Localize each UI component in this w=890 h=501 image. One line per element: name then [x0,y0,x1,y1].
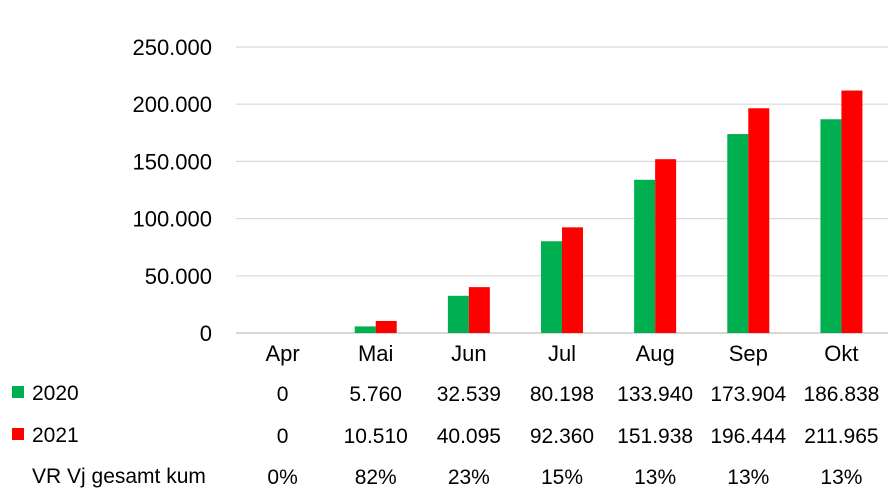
table-cell: 186.838 [803,383,879,406]
bar-2021-Mai [375,320,397,333]
bar-2020-Jul [541,241,562,333]
table-cell: 173.904 [710,383,786,406]
table-cell: 5.760 [349,383,402,406]
y-axis: 0 50.000 100.000 150.000 200.000 250.000 [132,35,212,346]
y-tick-label: 100.000 [132,207,212,232]
table-cell: 10.510 [344,425,408,448]
table-cell: 196.444 [710,425,786,448]
table-cell: 0 [277,425,289,448]
legend-label: 2021 [32,424,79,447]
y-tick-label: 200.000 [132,92,212,117]
x-tick-label: Aug [636,341,675,366]
x-tick-label: Jun [451,341,486,366]
bar-2020-Aug [634,179,656,333]
bar-2021-Sep [748,108,770,333]
y-tick-label: 50.000 [145,264,212,289]
bar-2021-Okt [841,90,863,333]
x-tick-label: Mai [358,341,393,366]
data-table: 2020 0 5.760 32.539 80.198 133.940 173.904 186.… [12,382,879,489]
y-tick-label: 250.000 [132,35,212,60]
table-cell: 13% [727,466,769,489]
table-cell: 92.360 [530,425,594,448]
bar-2021-Aug [655,159,677,333]
bar-2020-Mai [354,326,376,333]
legend-key-2020 [12,386,24,398]
table-cell: 151.938 [617,425,693,448]
bars [354,90,863,333]
x-tick-label: Jul [548,341,576,366]
x-axis: Apr Mai Jun Jul Aug Sep Okt [265,341,858,366]
table-cell: 40.095 [437,425,501,448]
bar-2020-Okt [820,119,842,333]
table-cell: 80.198 [530,383,594,406]
table-cell: 13% [820,466,862,489]
x-tick-label: Okt [824,341,858,366]
table-cell: 32.539 [437,383,501,406]
bar-2020-Jun [447,295,469,333]
bar-2021-Jun [468,287,490,333]
bar-2020-Sep [727,134,749,333]
table-cell: 23% [448,466,490,489]
table-cell: 211.965 [804,425,878,448]
y-tick-label: 0 [200,321,212,346]
legend-label: 2020 [32,382,79,405]
table-cell: 0 [277,383,289,406]
table-cell: 133.940 [617,383,693,406]
legend-key-2021 [12,428,24,440]
x-tick-label: Apr [265,341,299,366]
table-cell: 13% [634,466,676,489]
x-tick-label: Sep [729,341,768,366]
table-cell: 15% [541,466,583,489]
y-tick-label: 150.000 [132,149,212,174]
table-cell: 82% [355,466,397,489]
bar-2021-Jul [562,227,583,333]
gridlines [236,46,888,334]
table-row-label: VR Vj gesamt kum [32,465,206,488]
table-cell: 0% [267,466,297,489]
